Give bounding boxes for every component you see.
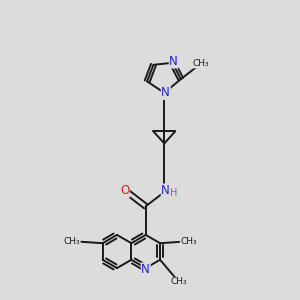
Text: CH₃: CH₃ <box>171 277 188 286</box>
Text: N: N <box>169 55 178 68</box>
Text: CH₃: CH₃ <box>63 237 80 246</box>
Text: O: O <box>120 184 130 197</box>
Text: N: N <box>161 86 170 99</box>
Text: CH₃: CH₃ <box>180 237 197 246</box>
Text: N: N <box>161 184 170 197</box>
Text: H: H <box>170 188 177 199</box>
Text: N: N <box>141 263 150 276</box>
Text: CH₃: CH₃ <box>193 59 209 68</box>
